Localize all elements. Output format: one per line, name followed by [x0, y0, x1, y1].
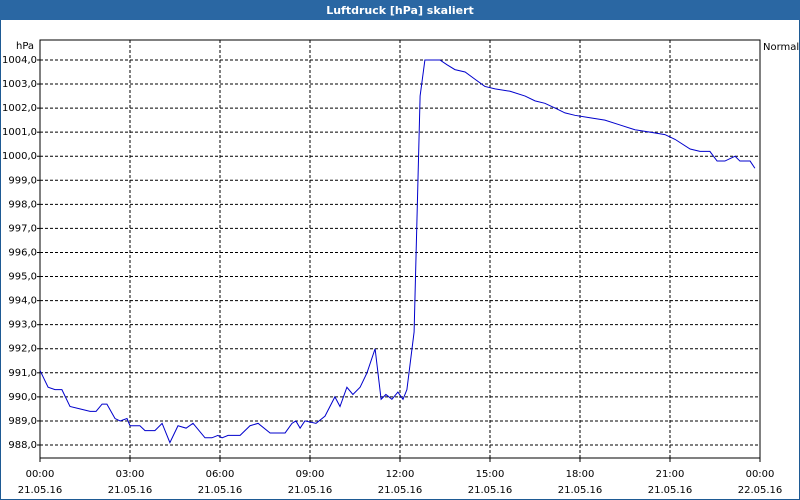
title-bar [0, 0, 800, 20]
x-tick-date: 21.05.16 [198, 485, 243, 496]
x-tick-date: 21.05.16 [18, 485, 63, 496]
legend-entry: Normal [763, 42, 799, 53]
y-tick-label: 994,0 [8, 296, 37, 307]
x-tick-label: 09:00 [296, 469, 325, 480]
x-tick-date: 21.05.16 [558, 485, 603, 496]
x-tick-label: 00:00 [26, 469, 55, 480]
x-tick-date: 21.05.16 [288, 485, 333, 496]
data-line [39, 59, 756, 444]
x-tick-label: 21:00 [656, 469, 685, 480]
y-tick-label: 1002,0 [2, 103, 37, 114]
y-tick-label: 995,0 [8, 272, 37, 283]
chart-title: Luftdruck [hPa] skaliert [326, 4, 474, 17]
x-tick-label: 15:00 [476, 469, 505, 480]
y-tick-label: 990,0 [8, 392, 37, 403]
y-axis-label: hPa [16, 41, 34, 52]
y-tick-label: 1000,0 [2, 151, 37, 162]
y-tick-label: 991,0 [8, 368, 37, 379]
x-tick-date: 21.05.16 [108, 485, 153, 496]
x-tick-date: 21.05.16 [468, 485, 513, 496]
y-tick-label: 989,0 [8, 416, 37, 427]
y-tick-label: 1004,0 [2, 55, 37, 66]
x-tick-label: 03:00 [116, 469, 145, 480]
y-tick-label: 997,0 [8, 223, 37, 234]
x-tick-label: 18:00 [566, 469, 595, 480]
x-tick-date: 22.05.16 [738, 485, 783, 496]
y-tick-label: 992,0 [8, 344, 37, 355]
x-tick-label: 12:00 [386, 469, 415, 480]
y-tick-label: 1001,0 [2, 127, 37, 138]
x-tick-date: 21.05.16 [378, 485, 423, 496]
plot-area [39, 39, 761, 459]
y-tick-label: 998,0 [8, 199, 37, 210]
x-tick-label: 06:00 [206, 469, 235, 480]
x-tick-label: 00:00 [746, 469, 775, 480]
y-tick-label: 988,0 [8, 440, 37, 451]
y-tick-label: 996,0 [8, 247, 37, 258]
y-tick-label: 999,0 [8, 175, 37, 186]
y-tick-label: 993,0 [8, 320, 37, 331]
x-tick-date: 21.05.16 [648, 485, 693, 496]
y-tick-label: 1003,0 [2, 79, 37, 90]
